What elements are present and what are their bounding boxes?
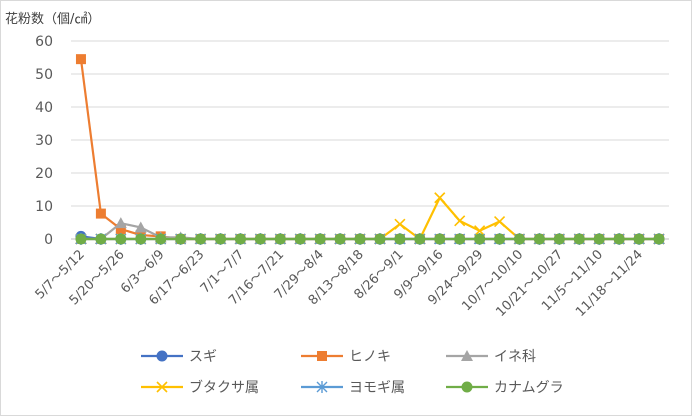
data-point: [294, 233, 306, 245]
legend-item: ブタクサ属: [141, 379, 259, 396]
y-tick-label: 40: [35, 100, 53, 116]
legend-label: ヨモギ属: [349, 380, 405, 396]
y-axis-ticks: 0 10 20 30 40 50 60: [35, 34, 53, 248]
data-point: [234, 233, 246, 245]
data-point: [75, 233, 87, 245]
data-point: [394, 233, 406, 245]
legend-label: ヒノキ: [349, 349, 391, 365]
data-point: [95, 233, 107, 245]
y-axis-title: 花粉数（個/㎠）: [5, 11, 100, 27]
legend-marker: [461, 350, 473, 361]
y-tick-label: 50: [35, 67, 53, 83]
data-point: [175, 233, 187, 245]
legend-marker: [156, 350, 168, 362]
data-point: [215, 233, 226, 245]
data-point: [95, 208, 106, 219]
series-6: [75, 233, 665, 245]
data-point: [434, 233, 446, 245]
legend-label: スギ: [189, 349, 217, 365]
data-point: [115, 224, 126, 235]
legend-item: イネ科: [446, 349, 536, 365]
data-point: [494, 215, 506, 228]
data-point: [633, 233, 645, 245]
legend-label: カナムグラ: [494, 380, 564, 396]
data-point: [494, 233, 506, 245]
legend-label: イネ科: [494, 349, 536, 365]
data-point: [155, 233, 167, 245]
data-point: [553, 233, 565, 245]
legend-item: カナムグラ: [446, 380, 564, 396]
legend-item: スギ: [141, 349, 217, 365]
series-line: [80, 196, 660, 241]
data-point: [394, 218, 406, 230]
legend-item: ヒノキ: [301, 349, 391, 365]
series-line: [79, 59, 660, 241]
series-2: [75, 54, 665, 244]
y-tick-label: 0: [44, 232, 53, 248]
legend-marker: [317, 351, 327, 361]
data-point: [115, 233, 127, 245]
data-point: [474, 225, 486, 237]
y-tick-label: 30: [35, 133, 53, 149]
data-point: [195, 233, 207, 245]
data-point: [134, 221, 147, 233]
data-point: [653, 233, 665, 245]
data-point: [374, 233, 386, 245]
legend-marker: [156, 381, 168, 393]
legend-marker: [461, 381, 473, 393]
data-point: [593, 233, 605, 245]
y-tick-label: 20: [35, 166, 53, 182]
data-point: [533, 233, 545, 245]
legend-item: ヨモギ属: [301, 380, 405, 396]
data-point: [135, 233, 147, 245]
gridlines: [71, 40, 669, 240]
data-point: [573, 233, 585, 245]
data-point: [613, 233, 625, 245]
data-point: [434, 192, 446, 204]
data-point: [454, 233, 466, 245]
y-tick-label: 10: [35, 199, 53, 215]
series-group: [74, 54, 666, 245]
data-point: [114, 217, 127, 229]
series-line: [80, 222, 660, 241]
y-tick-label: 60: [35, 34, 53, 50]
legend-label: ブタクサ属: [189, 379, 259, 396]
data-point: [454, 215, 466, 227]
data-point: [254, 233, 266, 245]
data-point: [274, 233, 286, 245]
x-axis-ticks: 5/7～5/125/20～5/266/3～6/96/17～6/237/1～7/7…: [33, 247, 646, 320]
legend-marker: [316, 381, 328, 393]
data-point: [414, 233, 426, 245]
data-point: [474, 233, 486, 245]
data-point: [354, 233, 366, 245]
data-point: [314, 233, 326, 245]
data-point: [75, 54, 86, 65]
data-point: [334, 233, 346, 245]
data-point: [514, 233, 525, 245]
